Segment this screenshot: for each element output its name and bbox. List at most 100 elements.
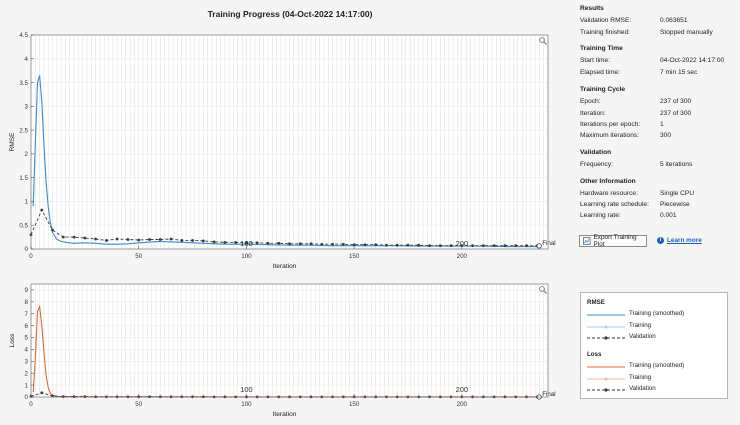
loss-epoch-marker-100: 100 [240,385,253,394]
training-cycle-title: Training Cycle [580,86,626,93]
rmse-validation-point [298,242,302,246]
loss-y-axis-label: Loss [9,333,16,348]
rmse-x-axis-label: Iteration [273,263,297,270]
rmse-y-tick-label: 3 [25,104,29,111]
rmse-validation-point [395,243,399,247]
learn-more-link[interactable]: i Learn more [657,237,702,244]
rmse-validation-point [341,242,345,246]
rmse-validation-point [374,243,378,247]
loss-x-tick-label: 50 [135,401,142,408]
loss-epoch-marker-200: 200 [456,385,469,394]
legend-line-loss-validation [587,388,625,392]
rmse-validation-point [234,240,238,244]
rmse-validation-point [288,242,291,246]
epoch-label: Epoch: [580,98,601,105]
maximum-iterations-label: Maximum iterations: [580,132,639,139]
loss-validation-point [72,395,76,399]
rmse-validation-point [158,238,162,241]
export-training-plot-button[interactable]: Export Training Plot [579,234,647,248]
loss-y-tick-label: 2 [25,370,29,377]
loss-validation-point [83,395,87,399]
rmse-x-tick-label: 100 [241,253,252,260]
training-finished-value: Stopped manually [660,29,713,36]
rmse-validation-point [40,208,44,212]
rmse-validation-point [61,235,65,239]
rmse-validation-point [438,244,442,248]
training-finished-label: Training finished: [580,29,630,36]
rmse-axes-frame [30,34,549,250]
rmse-x-tick-label: 150 [349,253,360,260]
rmse-validation-point [255,241,259,245]
hardware-resource-label: Hardware resource: [580,190,638,197]
start-time-value: 04-Oct-2022 14:17:00 [660,57,725,64]
loss-y-tick-label: 3 [25,359,29,366]
loss-y-tick-label: 5 [25,335,29,342]
chart-legend: RMSE Training (smoothed) Training Valida… [580,292,728,399]
legend-rmse-title: RMSE [587,299,605,306]
rmse-validation-point [428,244,431,248]
loss-y-tick-label: 8 [25,299,29,306]
loss-y-tick-label: 7 [25,311,29,318]
rmse-validation-point [525,244,528,248]
rmse-validation-point [309,242,313,246]
rmse-validation-point [277,241,281,245]
validation-rmse-label: Validation RMSE: [580,17,632,24]
legend-loss-training-smoothed: Training (smoothed) [629,362,685,369]
magnifier-icon-handle [543,290,547,294]
loss-y-tick-label: 1 [25,382,29,389]
loss-x-axis-label: Iteration [273,411,297,418]
magnifier-icon [539,37,547,45]
learn-more-label: Learn more [667,237,702,244]
frequency-label: Frequency: [580,161,613,168]
rmse-y-tick-label: 4.5 [19,32,28,39]
rmse-y-axis-label: RMSE [9,132,16,152]
rmse-validation-point [83,236,87,240]
legend-rmse-training-smoothed: Training (smoothed) [629,310,685,317]
rmse-y-tick-label: 0.5 [19,222,28,229]
legend-rmse-validation: Validation [629,333,656,340]
rmse-validation-point [126,238,130,241]
rmse-validation-point [503,244,507,248]
rmse-validation-point [363,243,367,247]
rmse-validation-point [94,237,98,241]
rmse-validation-point [212,240,216,244]
magnifier-icon-handle [543,41,547,45]
maximum-iterations-value: 300 [660,132,672,139]
rmse-y-tick-label: 4 [25,56,29,63]
epoch-value: 237 of 300 [660,98,692,105]
rmse-y-tick-label: 0 [25,246,29,253]
rmse-epoch-marker-200: 200 [456,239,469,248]
learning-rate-value: 0.001 [660,212,677,219]
rmse-y-tick-label: 1.5 [19,175,28,182]
rmse-x-tick-label: 200 [457,253,468,260]
rmse-y-tick-label: 2.5 [19,127,28,134]
rmse-validation-point [201,239,205,243]
learning-rate-schedule-label: Learning rate schedule: [580,201,649,208]
export-training-plot-label: Export Training Plot [593,234,637,248]
elapsed-time-value: 7 min 15 sec [660,69,698,76]
loss-y-tick-label: 4 [25,347,29,354]
rmse-epoch-marker-100: 100 [240,239,253,248]
loss-x-tick-label: 200 [457,401,468,408]
rmse-validation-point [460,244,464,248]
hardware-resource-value: Single CPU [660,190,695,197]
rmse-x-tick-label: 0 [29,253,33,260]
export-plot-icon [583,237,591,245]
iterations-per-epoch-value: 1 [660,121,664,128]
rmse-validation-point [115,237,119,241]
loss-x-tick-label: 150 [349,401,360,408]
rmse-y-tick-label: 3.5 [19,80,28,87]
rmse-final-label: Final [542,240,555,247]
rmse-validation-point [417,243,421,247]
legend-line-training-smoothed [587,314,625,316]
loss-chart[interactable]: Final 100 200 0 1 2 3 4 5 6 7 8 9 0 50 100 150 200 Iterati… [0,274,575,424]
loss-validation-point [61,395,65,399]
help-icon: i [657,237,664,244]
rmse-validation-point [51,228,54,232]
plot-title: Training Progress (04-Oct-2022 14:17:00) [207,9,373,19]
rmse-validation-point [148,238,151,241]
legend-line-validation [587,336,625,340]
rmse-validation-point [320,242,324,246]
rmse-validation-point [481,244,485,248]
rmse-chart[interactable]: Final 100 200 0 0.5 1 1.5 2 2.5 3 3.5 4 4.5 0 50 100 150… [0,25,575,275]
